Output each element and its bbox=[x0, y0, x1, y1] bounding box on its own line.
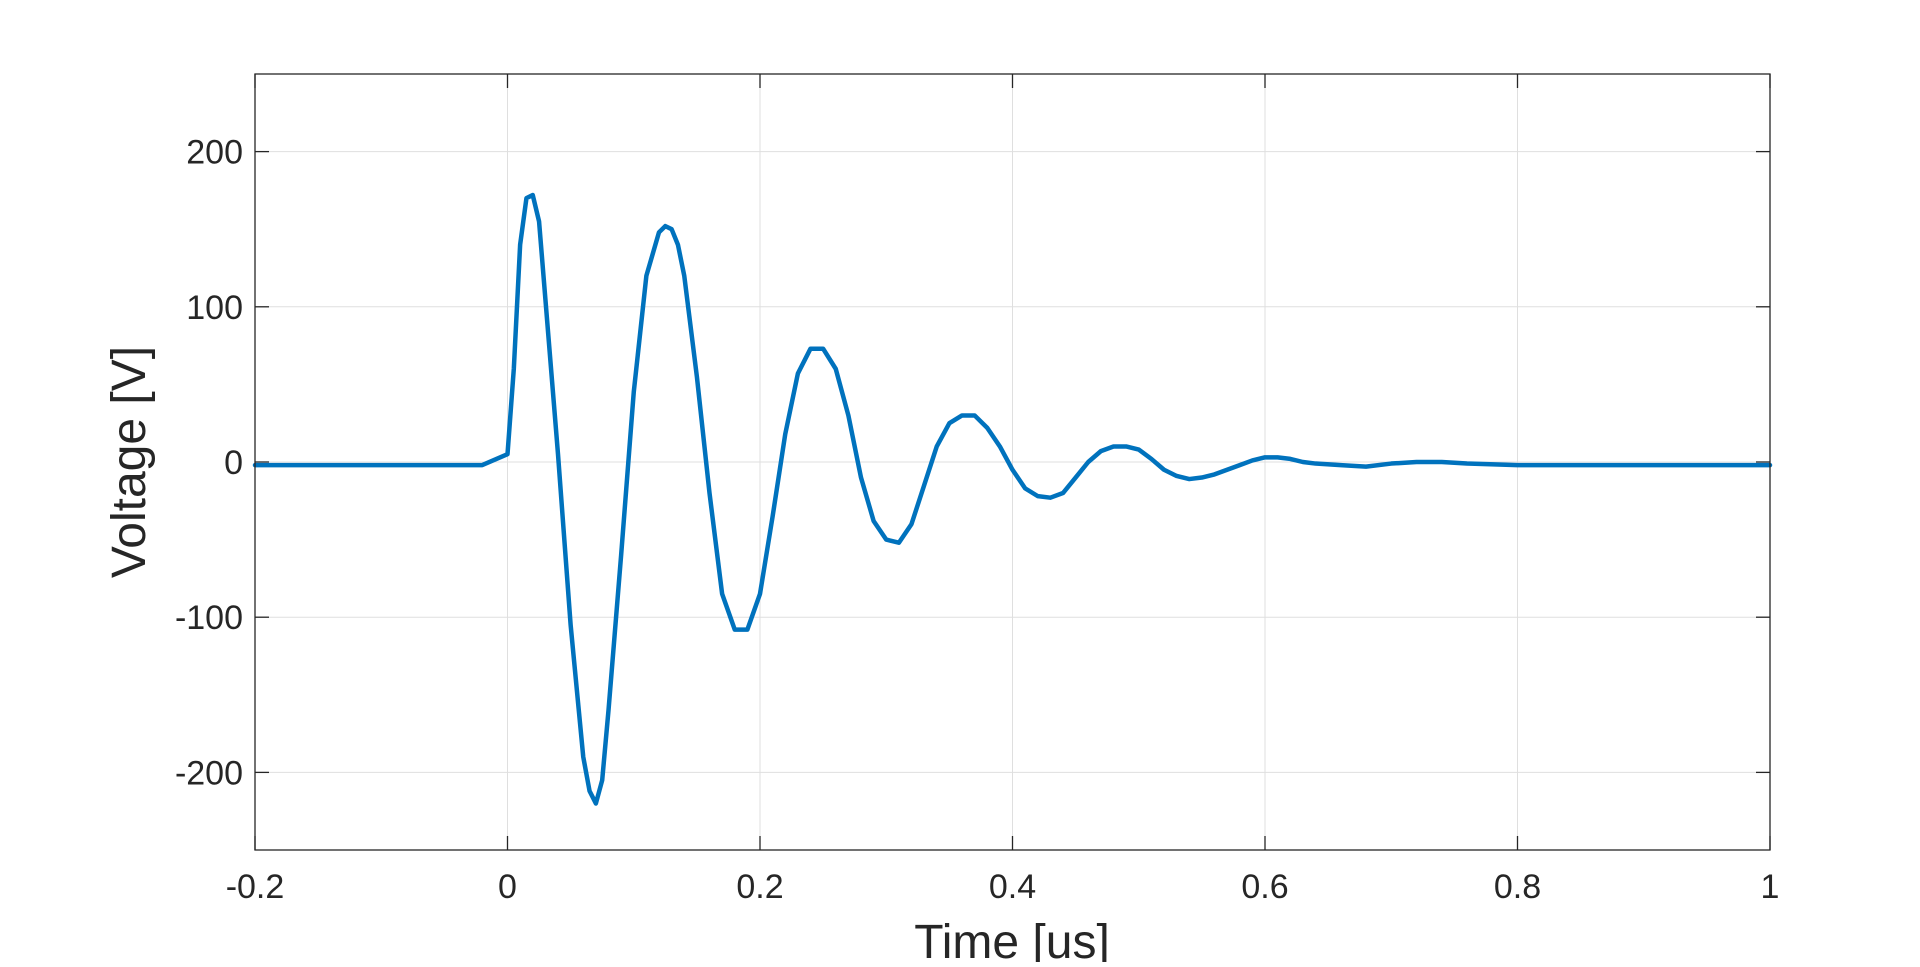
x-tick-label: 0.6 bbox=[1241, 868, 1288, 906]
x-tick-label: -0.2 bbox=[226, 868, 285, 906]
x-tick-label: 0.8 bbox=[1494, 868, 1541, 906]
y-tick-label: 200 bbox=[186, 134, 243, 172]
x-tick-label: 0 bbox=[498, 868, 517, 906]
y-tick-labels: -200 -100 0 100 200 bbox=[175, 134, 243, 793]
y-tick-label: -100 bbox=[175, 599, 243, 637]
x-tick-label: 0.4 bbox=[989, 868, 1036, 906]
y-tick-label: -200 bbox=[175, 754, 243, 792]
y-tick-label: 0 bbox=[224, 444, 243, 482]
x-tick-label: 1 bbox=[1761, 868, 1780, 906]
series-group bbox=[252, 192, 1773, 806]
x-axis-label: Time [us] bbox=[914, 916, 1110, 962]
voltage-series-line bbox=[252, 192, 1773, 806]
x-tick-labels: -0.2 0 0.2 0.4 0.6 0.8 1 bbox=[226, 868, 1780, 906]
y-axis-label: Voltage [V] bbox=[103, 346, 156, 578]
x-tick-label: 0.2 bbox=[736, 868, 783, 906]
axes-box bbox=[254, 73, 1771, 851]
y-tick-label: 100 bbox=[186, 289, 243, 327]
grid-lines bbox=[254, 74, 1771, 850]
